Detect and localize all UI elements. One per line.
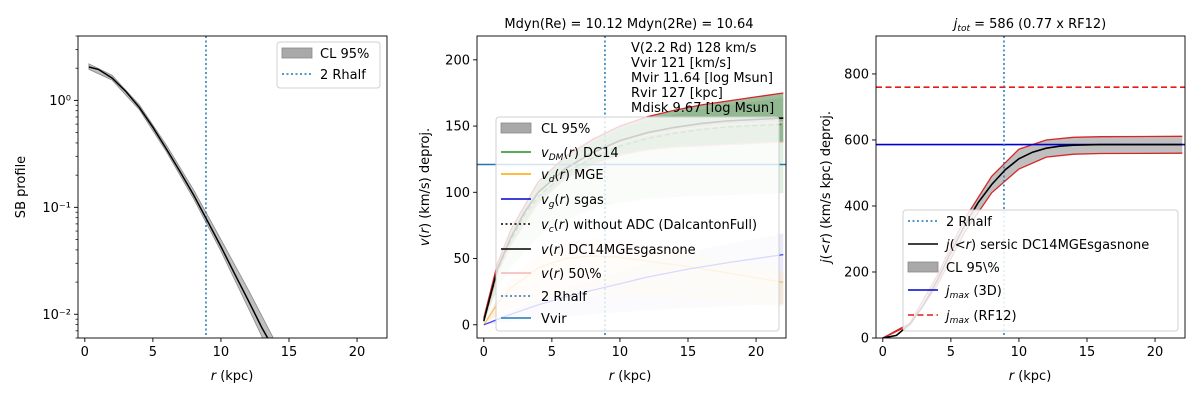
legend-cl95-label: CL 95% (541, 122, 590, 137)
legend-vtotal-label: v(r) DC14MGEsgasnone (541, 243, 696, 258)
x-tick-label: 5 (149, 345, 157, 360)
legend-cl95-swatch (500, 122, 532, 134)
velocity-legend: CL 95% vDM(r) DC14 vd(r) MGE vg(r) sgas … (495, 116, 780, 332)
y-tick-label: 150 (445, 120, 470, 135)
legend-v50-label: v(r) 50\% (541, 267, 602, 282)
x-tick-label: 5 (947, 345, 955, 360)
sb-ylabel: SB profile (14, 156, 29, 218)
y-tick-label: 10⁻² (42, 308, 71, 323)
x-tick-label: 0 (879, 345, 887, 360)
legend-j-cl95-label: CL 95\% (946, 261, 1000, 276)
y-tick-label: 10⁻¹ (42, 201, 71, 216)
legend-vvir-label: Vvir (541, 312, 567, 327)
x-tick-label: 20 (1147, 345, 1164, 360)
velocity-panel: 0 5 10 15 20 0 50 100 150 200 Mdyn(Re) = 10.12 M… (418, 17, 787, 384)
angular-momentum-title: jtot = 586 (0.77 x RF12) (952, 17, 1106, 34)
x-tick-label: 15 (680, 345, 697, 360)
y-tick-label: 600 (844, 133, 869, 148)
y-tick-label: 0 (861, 332, 869, 347)
velocity-ylabel: v(r) (km/s) deproj. (418, 128, 433, 246)
velocity-xlabel: r (kpc) (609, 369, 652, 384)
legend-j-profile-label: j(<r) sersic DC14MGEsgasnone (944, 238, 1149, 253)
x-tick-label: 20 (349, 345, 366, 360)
sb-legend-2rhalf-label: 2 Rhalf (320, 68, 366, 83)
annotation-rvir: Rvir 127 [kpc] (631, 86, 723, 101)
legend-jmax-rf12-label: jmax (RF12) (944, 309, 1017, 326)
velocity-x-ticks: 0 5 10 15 20 (480, 338, 765, 360)
velocity-title: Mdyn(Re) = 10.12 Mdyn(2Re) = 10.64 (504, 17, 753, 32)
x-tick-label: 15 (1079, 345, 1096, 360)
sb-cl95-band (88, 63, 274, 338)
legend-vc-label: vc(r) without ADC (DalcantonFull) (541, 218, 757, 235)
x-tick-label: 0 (480, 345, 488, 360)
x-tick-label: 15 (281, 345, 298, 360)
angular-momentum-legend: 2 Rhalf j(<r) sersic DC14MGEsgasnone CL … (902, 209, 1179, 332)
sb-y-ticks: 10⁻² 10⁻¹ 10⁰ (42, 35, 78, 339)
angular-momentum-xlabel: r (kpc) (1009, 369, 1052, 384)
angular-momentum-panel: 0 5 10 15 20 0 200 400 600 800 jtot = 586 (0.77 … (819, 17, 1186, 384)
y-tick-label: 10⁰ (49, 94, 71, 109)
sb-xlabel: r (kpc) (211, 369, 254, 384)
x-tick-label: 0 (81, 345, 89, 360)
x-tick-label: 10 (213, 345, 230, 360)
y-tick-label: 200 (445, 53, 470, 68)
angular-momentum-y-ticks: 0 200 400 600 800 (844, 67, 876, 347)
velocity-axes-frame (476, 35, 787, 339)
sb-legend: CL 95% 2 Rhalf (276, 41, 381, 89)
annotation-mdisk: Mdisk 9.67 [log Msun] (631, 101, 774, 116)
angular-momentum-axes-frame (875, 35, 1186, 339)
x-tick-label: 20 (748, 345, 765, 360)
annotation-vvir: Vvir 121 [km/s] (631, 56, 731, 71)
y-tick-label: 100 (445, 186, 470, 201)
angular-momentum-x-ticks: 0 5 10 15 20 (879, 338, 1164, 360)
sb-axes-frame (77, 35, 388, 339)
legend-vg-label: vg(r) sgas (541, 193, 604, 210)
y-tick-label: 400 (844, 199, 869, 214)
y-tick-label: 800 (844, 67, 869, 82)
legend-j-2rhalf-label: 2 Rhalf (946, 215, 992, 230)
legend-vdm-label: vDM(r) DC14 (541, 146, 619, 163)
legend-jmax-3d-label: jmax (3D) (944, 284, 1002, 301)
angular-momentum-ylabel: j(<r) (km/s kpc) deproj. (819, 111, 834, 265)
sb-profile-line (88, 66, 269, 338)
annotation-v22rd: V(2.2 Rd) 128 km/s (631, 41, 757, 56)
x-tick-label: 10 (612, 345, 629, 360)
legend-2rhalf-label: 2 Rhalf (541, 290, 587, 305)
y-tick-label: 50 (453, 252, 470, 267)
velocity-y-ticks: 0 50 100 150 200 (445, 53, 477, 333)
sb-legend-cl95-swatch (281, 47, 313, 59)
sb-x-ticks: 0 5 10 15 20 (81, 338, 366, 360)
x-tick-label: 5 (548, 345, 556, 360)
legend-vd-label: vd(r) MGE (541, 168, 604, 185)
velocity-annotations: V(2.2 Rd) 128 km/s Vvir 121 [km/s] Mvir … (631, 41, 774, 116)
annotation-mvir: Mvir 11.64 [log Msun] (631, 71, 773, 86)
y-tick-label: 200 (844, 265, 869, 280)
legend-j-cl95-swatch (907, 261, 939, 273)
sb-legend-cl95-label: CL 95% (320, 47, 369, 62)
x-tick-label: 10 (1011, 345, 1028, 360)
y-tick-label: 0 (462, 318, 470, 333)
